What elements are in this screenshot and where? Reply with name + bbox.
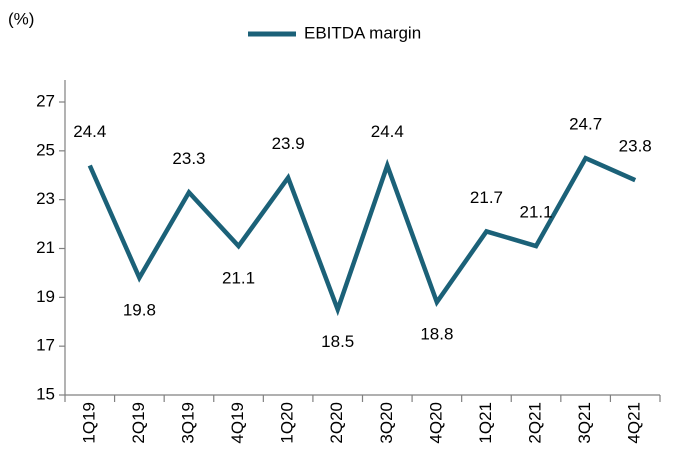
data-label: 24.7 [569,115,602,134]
unit-label: (%) [8,9,34,28]
x-tick-label: 2Q21 [526,402,545,444]
x-tick-label: 1Q20 [278,402,297,444]
data-label: 21.7 [470,188,503,207]
y-tick-label: 15 [36,384,55,403]
data-label: 21.1 [519,203,552,222]
x-tick-label: 1Q19 [79,402,98,444]
data-label: 21.1 [222,269,255,288]
x-tick-label: 1Q21 [476,402,495,444]
x-tick-label: 3Q19 [178,402,197,444]
x-tick-label: 4Q20 [426,402,445,444]
y-tick-label: 25 [36,140,55,159]
y-tick-label: 17 [36,336,55,355]
x-tick-label: 4Q19 [228,402,247,444]
y-tick-label: 19 [36,287,55,306]
line [87,155,637,317]
data-label: 18.8 [420,325,453,344]
data-label: 24.4 [371,122,404,141]
data-label: 23.9 [272,134,305,153]
x-tick-label: 4Q21 [625,402,644,444]
x-tick-label: 3Q21 [575,402,594,444]
x-tick-label: 2Q20 [327,402,346,444]
data-label: 23.3 [172,149,205,168]
data-label: 24.4 [73,122,106,141]
y-tick-label: 21 [36,238,55,257]
x-tick-label: 2Q19 [129,402,148,444]
data-label: 23.8 [619,137,652,156]
x-tick-label: 3Q20 [377,402,396,444]
y-tick-label: 23 [36,189,55,208]
y-tick-label: 27 [36,91,55,110]
data-label: 18.5 [321,332,354,351]
data-label: 19.8 [123,300,156,319]
legend-label: EBITDA margin [304,23,421,42]
